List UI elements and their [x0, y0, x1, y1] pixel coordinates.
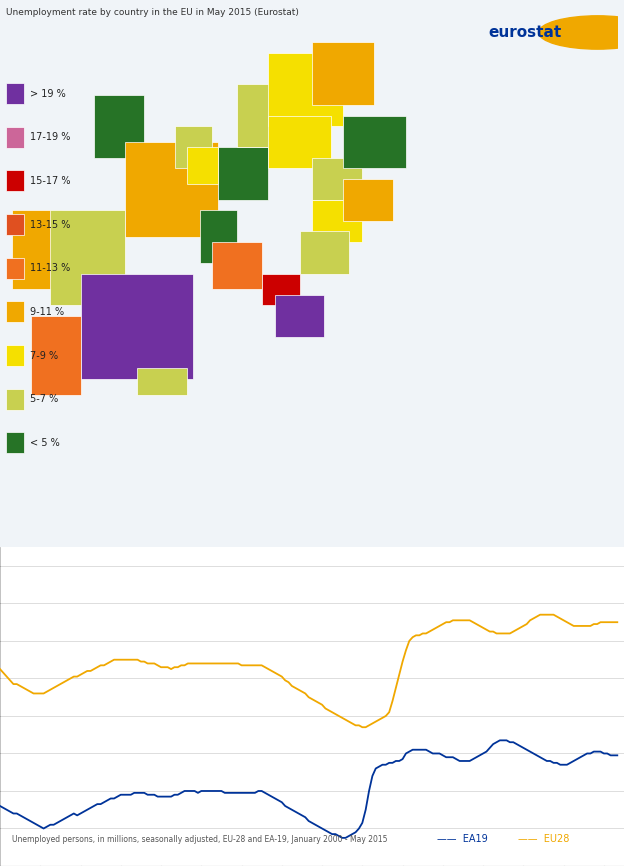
Bar	[137, 368, 187, 395]
Bar	[187, 147, 218, 184]
Bar	[175, 126, 212, 168]
Bar	[50, 210, 125, 305]
Text: 7-9 %: 7-9 %	[30, 351, 58, 360]
Bar	[268, 53, 343, 126]
FancyBboxPatch shape	[6, 83, 24, 104]
FancyBboxPatch shape	[6, 345, 24, 366]
Bar	[343, 179, 393, 221]
Bar	[31, 315, 81, 395]
Text: Unemployed persons, in millions, seasonally adjusted, EU-28 and EA-19, January 2: Unemployed persons, in millions, seasona…	[12, 836, 388, 844]
Text: 11-13 %: 11-13 %	[30, 263, 71, 274]
FancyBboxPatch shape	[6, 389, 24, 410]
FancyBboxPatch shape	[6, 258, 24, 279]
Bar	[237, 84, 287, 147]
Bar	[343, 116, 406, 168]
Circle shape	[539, 16, 624, 49]
Bar	[212, 242, 262, 289]
FancyBboxPatch shape	[6, 432, 24, 454]
Bar	[94, 94, 144, 158]
Bar	[312, 158, 362, 200]
Text: Unemployment rate by country in the EU in May 2015 (Eurostat): Unemployment rate by country in the EU i…	[6, 8, 299, 17]
Bar	[275, 294, 324, 337]
FancyBboxPatch shape	[6, 214, 24, 236]
Text: 13-15 %: 13-15 %	[30, 220, 71, 229]
Bar	[81, 274, 193, 378]
FancyBboxPatch shape	[6, 126, 24, 148]
FancyBboxPatch shape	[6, 171, 24, 191]
Text: ——  EA19: —— EA19	[437, 834, 487, 844]
Bar	[300, 231, 349, 274]
Text: ——  EU28: —— EU28	[518, 834, 569, 844]
Text: 9-11 %: 9-11 %	[30, 307, 64, 317]
Bar	[312, 200, 362, 242]
Bar	[262, 274, 300, 305]
Bar	[125, 142, 218, 236]
Text: 17-19 %: 17-19 %	[30, 132, 71, 142]
Text: > 19 %: > 19 %	[30, 88, 66, 99]
Bar	[268, 116, 331, 168]
Bar	[200, 210, 237, 263]
Bar	[312, 42, 374, 105]
Bar	[218, 147, 268, 200]
Bar	[12, 210, 62, 289]
Text: 15-17 %: 15-17 %	[30, 176, 71, 186]
Text: eurostat: eurostat	[489, 25, 562, 40]
Text: 5-7 %: 5-7 %	[30, 394, 58, 404]
FancyBboxPatch shape	[6, 301, 24, 322]
Text: < 5 %: < 5 %	[30, 438, 60, 448]
